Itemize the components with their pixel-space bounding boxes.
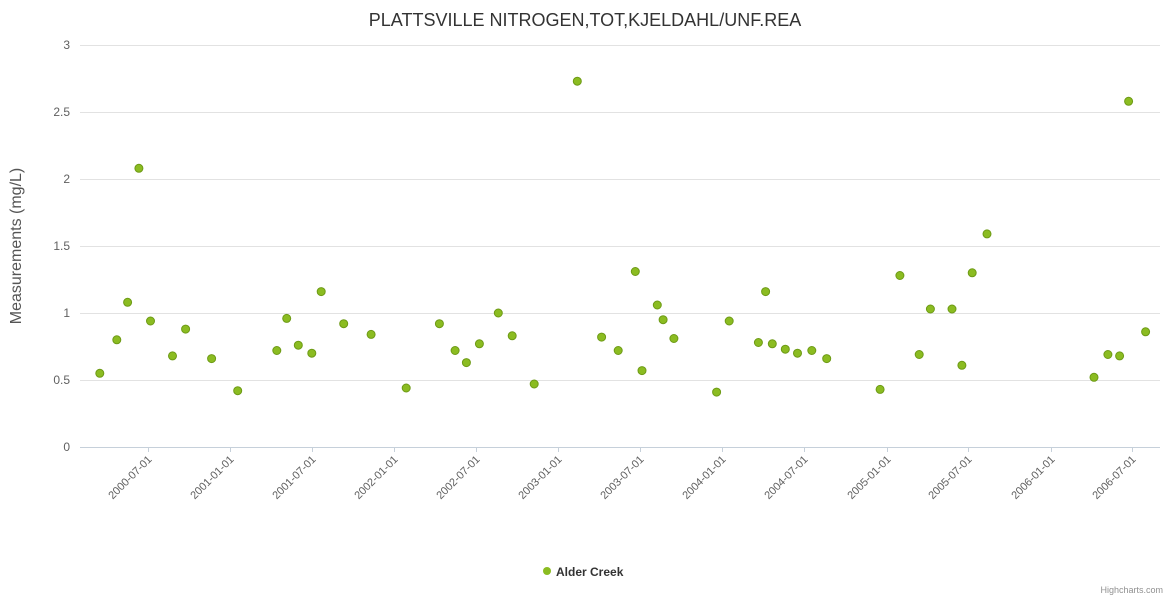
- data-point[interactable]: [957, 360, 967, 370]
- data-point[interactable]: [925, 304, 935, 314]
- data-point[interactable]: [822, 354, 832, 364]
- data-point[interactable]: [613, 346, 623, 355]
- y-tick-label: 3: [63, 38, 70, 52]
- data-point[interactable]: [529, 379, 539, 389]
- y-tick-label: 1: [63, 306, 70, 320]
- data-point[interactable]: [134, 163, 144, 173]
- data-point[interactable]: [146, 316, 155, 326]
- data-point[interactable]: [95, 368, 105, 378]
- data-point[interactable]: [307, 348, 317, 358]
- data-point[interactable]: [233, 386, 243, 396]
- y-tick-label: 1.5: [53, 239, 70, 253]
- data-point[interactable]: [724, 316, 734, 326]
- data-point[interactable]: [123, 297, 133, 307]
- data-point[interactable]: [1089, 372, 1099, 382]
- data-point[interactable]: [630, 267, 640, 276]
- data-point[interactable]: [658, 315, 668, 325]
- data-point[interactable]: [875, 384, 885, 394]
- data-point[interactable]: [401, 383, 411, 393]
- y-tick-label: 2: [63, 172, 70, 186]
- legend-marker-icon: [543, 567, 551, 575]
- data-point[interactable]: [652, 300, 662, 310]
- data-point[interactable]: [807, 346, 817, 355]
- data-point[interactable]: [1115, 351, 1125, 361]
- data-point[interactable]: [597, 332, 607, 342]
- data-point[interactable]: [181, 324, 191, 334]
- y-tick-label: 2.5: [53, 105, 70, 119]
- highcharts-credits-link[interactable]: Highcharts.com: [1100, 585, 1163, 595]
- data-point[interactable]: [914, 350, 924, 359]
- data-point[interactable]: [272, 346, 282, 355]
- data-point[interactable]: [207, 354, 217, 364]
- y-axis-title: Measurements (mg/L): [8, 168, 25, 325]
- data-point[interactable]: [1103, 350, 1113, 359]
- data-point[interactable]: [474, 339, 484, 349]
- legend-label: Alder Creek: [556, 565, 624, 579]
- data-point[interactable]: [293, 340, 303, 350]
- data-point[interactable]: [895, 271, 905, 280]
- data-point[interactable]: [1141, 327, 1151, 337]
- chart-title: PLATTSVILLE NITROGEN,TOT,KJELDAHL/UNF.RE…: [369, 10, 801, 30]
- data-point[interactable]: [637, 366, 647, 376]
- data-point[interactable]: [282, 313, 292, 323]
- data-point[interactable]: [982, 229, 992, 239]
- data-point[interactable]: [461, 358, 471, 368]
- data-point[interactable]: [168, 351, 177, 361]
- data-point[interactable]: [669, 334, 679, 343]
- data-point[interactable]: [753, 338, 763, 347]
- y-gridlines: 0 0.5 1 1.5 2 2.5 3: [53, 38, 1160, 454]
- y-tick-label: 0.5: [53, 373, 70, 387]
- data-point[interactable]: [339, 319, 349, 329]
- data-point[interactable]: [767, 339, 777, 349]
- data-point[interactable]: [450, 346, 460, 355]
- data-point[interactable]: [366, 329, 376, 339]
- y-tick-label: 0: [63, 440, 70, 454]
- data-point[interactable]: [712, 387, 722, 397]
- data-point[interactable]: [1124, 96, 1134, 106]
- data-point[interactable]: [761, 287, 771, 297]
- data-point[interactable]: [793, 348, 802, 358]
- legend-item-alder-creek[interactable]: Alder Creek: [543, 565, 624, 579]
- data-point[interactable]: [493, 308, 503, 318]
- series-alder-creek: [95, 76, 1151, 397]
- data-point[interactable]: [434, 319, 444, 329]
- data-point[interactable]: [112, 335, 122, 345]
- data-point[interactable]: [967, 268, 977, 278]
- data-point[interactable]: [780, 344, 790, 354]
- data-point[interactable]: [507, 331, 517, 341]
- data-point[interactable]: [316, 287, 326, 297]
- data-point[interactable]: [572, 76, 582, 86]
- data-point[interactable]: [947, 304, 957, 314]
